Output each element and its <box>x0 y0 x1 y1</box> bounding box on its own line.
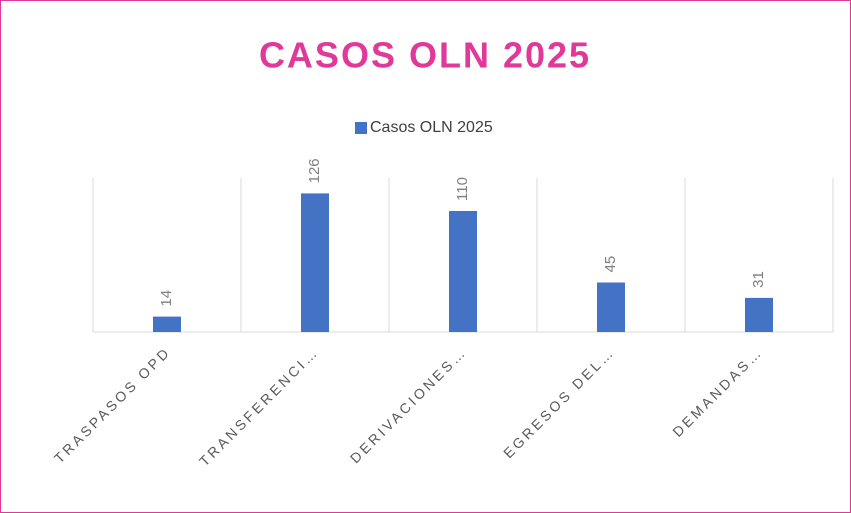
legend-swatch <box>355 122 367 134</box>
legend-label: Casos OLN 2025 <box>370 119 493 136</box>
bar <box>301 193 329 332</box>
data-label: 14 <box>158 290 175 307</box>
chart-title: CASOS OLN 2025 <box>259 35 591 76</box>
data-label: 110 <box>454 177 471 201</box>
data-label: 45 <box>602 256 619 273</box>
bar <box>745 297 773 332</box>
bar <box>449 211 477 332</box>
data-label: 31 <box>750 271 767 288</box>
bar <box>153 316 181 332</box>
data-label: 126 <box>306 158 323 183</box>
bar <box>597 282 625 332</box>
